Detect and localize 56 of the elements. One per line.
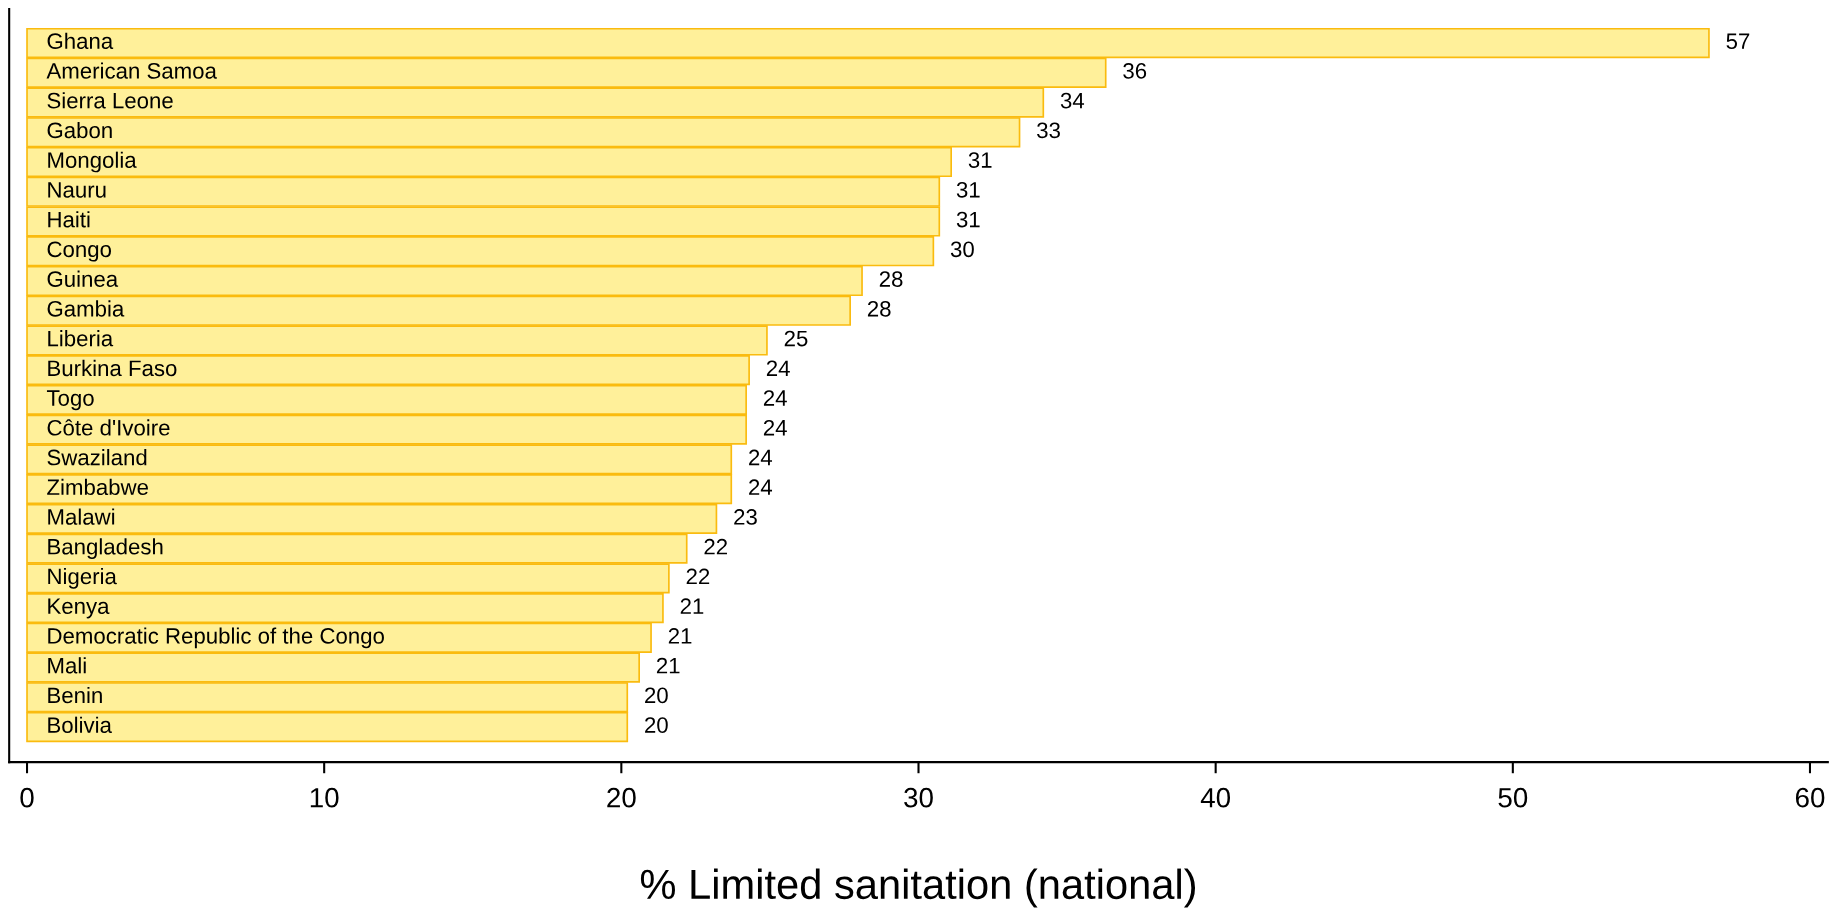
data-label: 20 bbox=[645, 687, 668, 704]
data-label: 20 bbox=[645, 717, 668, 733]
data-label: 34 bbox=[1060, 92, 1085, 109]
data-label: 22 bbox=[704, 538, 727, 555]
y-tick-label: Nigeria bbox=[48, 567, 117, 589]
x-tick-label: 30 bbox=[904, 787, 933, 808]
y-tick-label: Zimbabwe bbox=[47, 478, 148, 496]
data-label: 31 bbox=[956, 181, 980, 198]
data-label: 22 bbox=[686, 568, 710, 585]
y-tick-label: Democratic Republic of the Congo bbox=[48, 627, 384, 649]
x-tick-label: 60 bbox=[1795, 787, 1825, 808]
data-label: 24 bbox=[749, 479, 773, 495]
data-label: 21 bbox=[656, 657, 680, 674]
data-label: 23 bbox=[734, 509, 757, 525]
data-label: 31 bbox=[968, 152, 992, 168]
y-tick-label: Mongolia bbox=[48, 151, 137, 173]
y-tick-label: Nauru bbox=[48, 182, 106, 198]
data-label: 28 bbox=[879, 271, 903, 287]
data-label: 33 bbox=[1037, 122, 1060, 139]
data-label: 28 bbox=[867, 300, 891, 317]
y-tick-label: Haiti bbox=[48, 211, 90, 228]
data-label: 24 bbox=[763, 390, 787, 406]
y-tick-label: Sierra Leone bbox=[47, 92, 173, 109]
y-tick-label: Ghana bbox=[47, 32, 114, 50]
data-label: 21 bbox=[680, 598, 704, 614]
y-tick-label: Bangladesh bbox=[48, 538, 163, 559]
y-tick-label: Kenya bbox=[48, 598, 110, 619]
data-label: 21 bbox=[668, 628, 692, 644]
y-tick-label: Côte d'Ivoire bbox=[47, 419, 170, 436]
y-tick-label: Liberia bbox=[48, 330, 114, 347]
data-label: 24 bbox=[766, 360, 790, 376]
x-tick-label: 10 bbox=[310, 787, 339, 808]
x-tick-label: 40 bbox=[1200, 787, 1231, 808]
y-tick-label: Guinea bbox=[47, 270, 119, 287]
y-tick-label: Malawi bbox=[48, 508, 115, 525]
data-label: 24 bbox=[763, 419, 787, 436]
y-tick-label: Benin bbox=[48, 686, 102, 704]
data-label: 31 bbox=[956, 211, 980, 228]
y-tick-label: American Samoa bbox=[46, 62, 217, 79]
y-tick-label: Gambia bbox=[47, 300, 125, 317]
x-axis-title: % Limited sanitation (national) bbox=[640, 868, 1196, 908]
y-tick-label: Congo bbox=[47, 241, 112, 262]
data-label: 25 bbox=[784, 330, 808, 347]
y-tick-label: Burkina Faso bbox=[48, 359, 177, 377]
y-tick-label: Gabon bbox=[47, 121, 112, 139]
data-label: 24 bbox=[749, 449, 773, 466]
x-tick-label: 20 bbox=[607, 787, 636, 808]
y-tick-label: Togo bbox=[46, 390, 94, 411]
x-tick-label: 50 bbox=[1498, 787, 1528, 808]
data-label: 57 bbox=[1726, 33, 1750, 50]
y-tick-label: Bolivia bbox=[48, 716, 112, 733]
data-label: 30 bbox=[950, 241, 974, 258]
data-label: 36 bbox=[1123, 63, 1147, 79]
y-tick-label: Mali bbox=[48, 657, 86, 674]
x-tick-label: 0 bbox=[20, 787, 34, 808]
y-tick-label: Swaziland bbox=[47, 449, 147, 466]
